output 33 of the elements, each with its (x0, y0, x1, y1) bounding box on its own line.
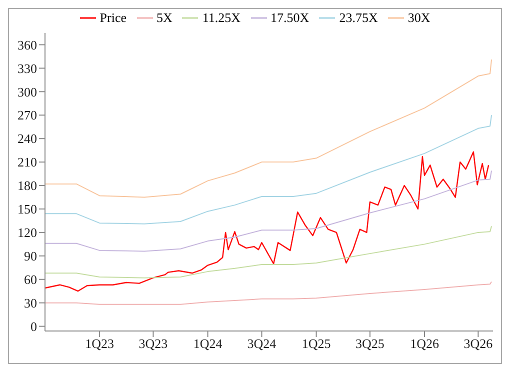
line-series (45, 281, 492, 305)
y-tick-label: 0 (30, 318, 37, 334)
line-series (45, 59, 492, 198)
x-tick-label: 3Q24 (247, 336, 277, 352)
x-tick-label: 1Q23 (85, 336, 114, 352)
y-tick-label: 330 (18, 60, 37, 76)
x-tick-label: 1Q26 (410, 336, 440, 352)
x-tick-label: 3Q23 (138, 336, 168, 352)
y-tick-label: 150 (18, 202, 37, 217)
y-tick-label: 120 (18, 225, 37, 240)
legend-label: Price (100, 10, 126, 26)
line-series (45, 151, 490, 292)
legend-label: 11.25X (202, 10, 241, 26)
legend-label: 30X (408, 10, 430, 26)
y-tick-label: 300 (18, 84, 37, 100)
y-tick-label: 180 (18, 178, 37, 194)
y-tick-label: 270 (18, 108, 37, 123)
x-tick-label: 1Q24 (193, 336, 223, 352)
y-tick-label: 60 (24, 272, 37, 287)
y-tick-label: 30 (24, 295, 37, 310)
x-tick-label: 1Q25 (302, 336, 331, 352)
line-series (45, 114, 492, 224)
line-series (45, 170, 492, 252)
legend-label: 5X (156, 10, 172, 26)
legend-label: 23.75X (339, 10, 378, 26)
x-tick-label: 3Q26 (464, 336, 494, 352)
legend-label: 17.50X (270, 10, 310, 26)
line-series (45, 226, 492, 278)
y-tick-label: 240 (18, 131, 37, 146)
y-tick-label: 90 (24, 248, 37, 264)
x-tick-label: 3Q25 (356, 336, 384, 352)
y-tick-label: 360 (18, 37, 37, 52)
y-tick-label: 210 (18, 154, 37, 170)
